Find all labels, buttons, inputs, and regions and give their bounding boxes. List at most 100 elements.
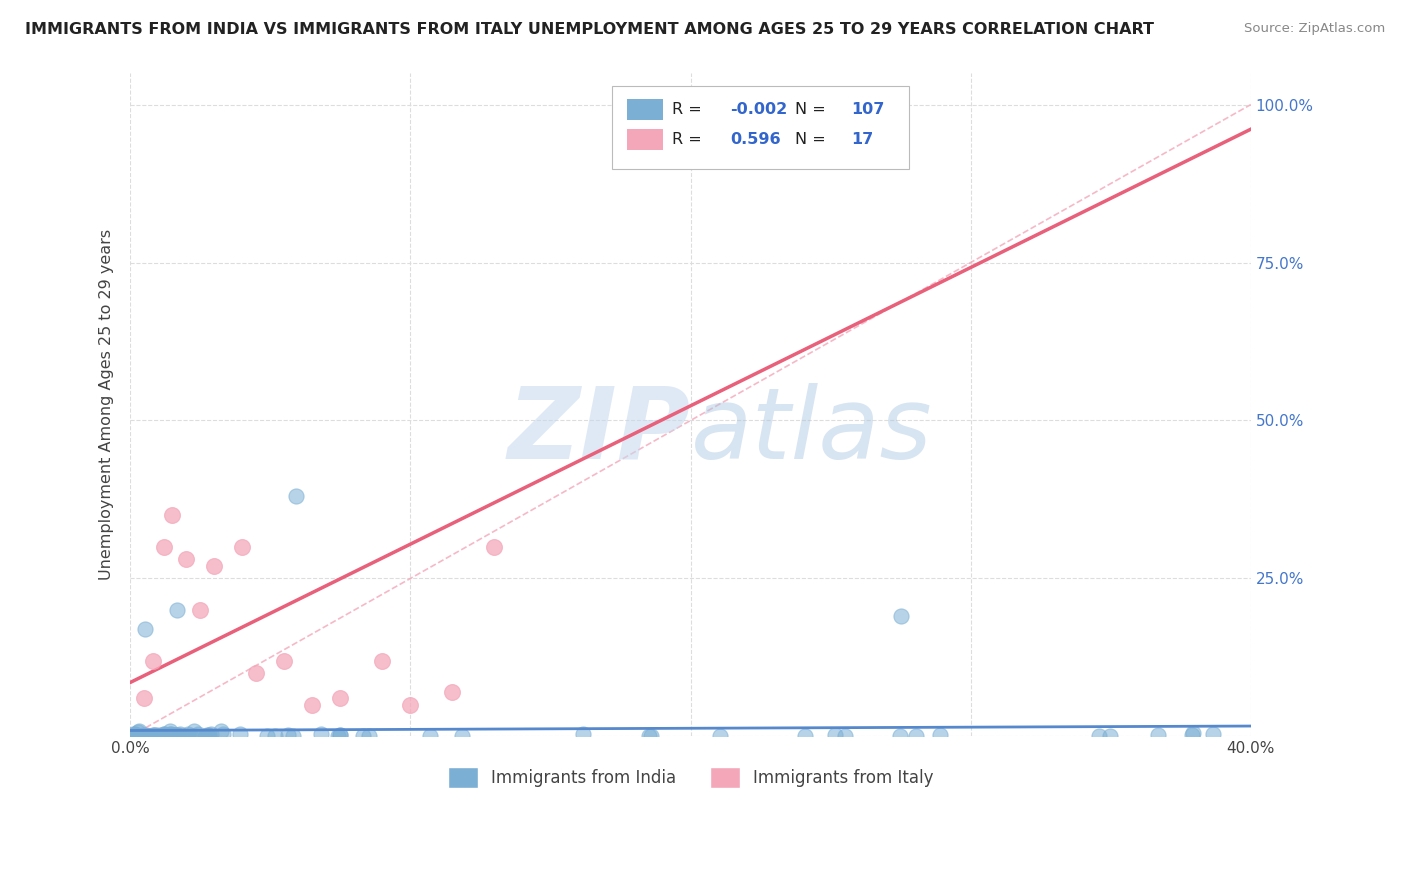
Point (245, 666, 267, 681)
FancyBboxPatch shape (627, 99, 662, 120)
Point (1087, 729, 1109, 743)
Point (183, 729, 205, 743)
Point (162, 508, 184, 523)
Point (352, 729, 374, 743)
Point (159, 729, 181, 743)
Point (177, 727, 200, 741)
Text: N =: N = (794, 132, 831, 147)
Point (1099, 729, 1122, 743)
Point (142, 729, 165, 743)
Point (572, 727, 595, 741)
Point (129, 729, 152, 743)
Point (124, 728, 146, 742)
Point (174, 729, 197, 743)
Point (167, 729, 190, 743)
Point (138, 729, 160, 743)
Point (301, 698, 323, 712)
Point (1202, 727, 1225, 741)
Point (157, 729, 180, 743)
Point (128, 724, 150, 739)
Point (159, 727, 181, 741)
Point (834, 729, 856, 743)
Point (180, 729, 202, 743)
Point (134, 729, 156, 743)
Point (156, 729, 179, 743)
Point (209, 724, 232, 739)
Point (451, 729, 474, 743)
Text: atlas: atlas (690, 383, 932, 480)
Point (132, 730, 155, 744)
Legend: Immigrants from India, Immigrants from Italy: Immigrants from India, Immigrants from I… (441, 761, 941, 795)
Point (127, 729, 149, 743)
Text: IMMIGRANTS FROM INDIA VS IMMIGRANTS FROM ITALY UNEMPLOYMENT AMONG AGES 25 TO 29 : IMMIGRANTS FROM INDIA VS IMMIGRANTS FROM… (25, 22, 1154, 37)
Point (132, 728, 155, 742)
Point (131, 729, 153, 743)
Point (183, 723, 205, 738)
Point (146, 728, 169, 742)
Point (138, 729, 160, 743)
Point (167, 728, 190, 742)
Text: R =: R = (672, 132, 706, 147)
Point (167, 729, 190, 743)
Point (176, 552, 198, 566)
Point (159, 723, 181, 738)
Point (155, 729, 177, 743)
Point (127, 728, 149, 742)
Point (148, 729, 170, 743)
Point (890, 609, 912, 624)
Y-axis label: Unemployment Among Ages 25 to 29 years: Unemployment Among Ages 25 to 29 years (100, 229, 114, 580)
Point (139, 729, 162, 743)
Point (309, 727, 332, 741)
Point (273, 654, 295, 668)
Point (211, 727, 233, 741)
Point (419, 729, 441, 743)
Text: ZIP: ZIP (508, 383, 690, 480)
Point (256, 729, 278, 743)
Point (263, 729, 285, 743)
Point (195, 728, 218, 742)
Point (905, 729, 928, 743)
Point (169, 729, 191, 743)
Point (143, 729, 166, 743)
Point (329, 691, 352, 706)
Point (735, 97, 758, 112)
Point (285, 489, 308, 503)
Point (157, 729, 180, 743)
Point (709, 729, 731, 743)
Point (153, 729, 176, 743)
Point (200, 727, 222, 741)
Point (194, 729, 217, 743)
Point (231, 540, 253, 554)
Point (143, 728, 166, 742)
Point (152, 727, 174, 741)
Point (399, 698, 422, 712)
Point (162, 729, 184, 743)
Point (889, 729, 911, 743)
Point (157, 729, 180, 743)
Point (169, 727, 191, 741)
Point (1181, 727, 1204, 741)
Point (135, 727, 157, 741)
Point (371, 654, 394, 668)
Point (135, 729, 157, 743)
Text: R =: R = (672, 102, 706, 117)
Point (277, 729, 299, 743)
Point (124, 727, 146, 741)
Point (794, 729, 817, 743)
Text: 107: 107 (851, 102, 884, 117)
Point (359, 729, 381, 743)
Point (640, 729, 662, 743)
Point (441, 685, 464, 699)
Point (143, 728, 166, 742)
Text: -0.002: -0.002 (730, 102, 787, 117)
Point (153, 727, 176, 741)
Point (329, 728, 352, 742)
Point (159, 729, 181, 743)
Point (638, 729, 661, 743)
Point (142, 729, 165, 743)
Point (142, 729, 165, 743)
Text: Source: ZipAtlas.com: Source: ZipAtlas.com (1244, 22, 1385, 36)
Point (165, 728, 187, 742)
Point (134, 729, 156, 743)
Point (122, 727, 145, 741)
